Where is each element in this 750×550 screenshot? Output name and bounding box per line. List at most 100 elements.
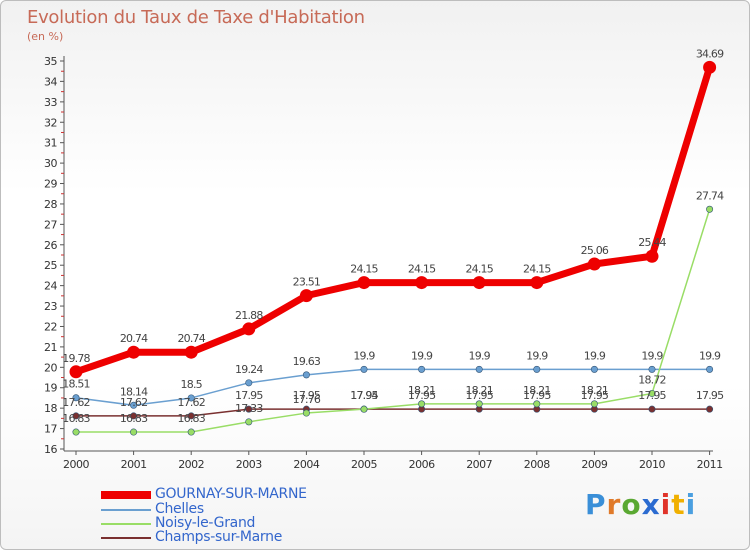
data-label: 17.33 bbox=[235, 402, 263, 415]
data-label: 17.95 bbox=[408, 389, 436, 402]
data-label: 19.9 bbox=[469, 349, 491, 362]
data-label: 17.62 bbox=[62, 396, 90, 409]
data-label: 18.21 bbox=[465, 384, 493, 397]
y-tick-label: 23 bbox=[44, 300, 57, 313]
data-point bbox=[242, 322, 256, 336]
data-point bbox=[360, 405, 368, 413]
legend-swatch bbox=[101, 537, 151, 539]
x-tick-label: 2010 bbox=[639, 458, 665, 471]
data-point bbox=[475, 365, 483, 373]
legend-label: Chelles bbox=[155, 501, 204, 517]
y-tick-label: 19 bbox=[44, 382, 57, 395]
y-tick-label: 16 bbox=[44, 443, 57, 456]
y-tick-label: 27 bbox=[44, 218, 57, 231]
data-point bbox=[72, 394, 80, 402]
data-label: 34.69 bbox=[696, 47, 724, 60]
y-tick-label: 33 bbox=[44, 96, 57, 109]
data-label: 24.15 bbox=[523, 263, 551, 276]
data-point bbox=[245, 405, 253, 413]
data-label: 18.72 bbox=[638, 373, 666, 386]
logo-letter: o bbox=[621, 488, 642, 521]
data-label: 27.74 bbox=[696, 189, 724, 202]
y-tick-label: 25 bbox=[44, 259, 57, 272]
data-point bbox=[530, 276, 544, 290]
data-point bbox=[590, 400, 598, 408]
x-tick-label: 2003 bbox=[236, 458, 262, 471]
data-label: 19.9 bbox=[584, 349, 606, 362]
data-point bbox=[648, 405, 656, 413]
data-point bbox=[645, 249, 659, 263]
y-tick-label: 34 bbox=[44, 75, 57, 88]
data-label: 17.95 bbox=[293, 389, 321, 402]
data-point bbox=[706, 365, 714, 373]
data-point bbox=[184, 345, 198, 359]
data-label: 20.74 bbox=[177, 332, 205, 345]
y-tick-label: 18 bbox=[44, 402, 57, 415]
logo-letter: x bbox=[641, 488, 661, 521]
data-label: 18.21 bbox=[523, 384, 551, 397]
chart-title: Evolution du Taux de Taxe d'Habitation bbox=[27, 7, 365, 28]
legend-swatch bbox=[101, 523, 151, 525]
data-point bbox=[187, 394, 195, 402]
data-label: 18.21 bbox=[408, 384, 436, 397]
y-tick-label: 29 bbox=[44, 178, 57, 191]
data-label: 24.15 bbox=[408, 263, 436, 276]
data-label: 17.94 bbox=[350, 389, 378, 402]
logo-letter: P bbox=[585, 488, 607, 521]
y-tick-label: 20 bbox=[44, 361, 57, 374]
data-point bbox=[130, 412, 138, 420]
y-tick-label: 30 bbox=[44, 157, 57, 170]
data-point bbox=[245, 379, 253, 387]
x-tick-label: 2006 bbox=[409, 458, 435, 471]
x-tick-label: 2000 bbox=[63, 458, 89, 471]
data-point bbox=[302, 409, 310, 417]
data-point bbox=[533, 400, 541, 408]
data-label: 25.06 bbox=[581, 244, 609, 257]
data-label: 19.9 bbox=[411, 349, 433, 362]
proxiti-logo: Proxiti bbox=[585, 488, 696, 521]
legend-label: Noisy-le-Grand bbox=[155, 515, 256, 531]
data-point bbox=[418, 365, 426, 373]
data-point bbox=[475, 400, 483, 408]
data-label: 17.76 bbox=[293, 393, 321, 406]
data-label: 18.51 bbox=[62, 378, 90, 391]
y-tick-label: 24 bbox=[44, 280, 57, 293]
y-tick-label: 32 bbox=[44, 116, 57, 129]
data-label: 24.15 bbox=[350, 263, 378, 276]
data-point bbox=[418, 400, 426, 408]
data-point bbox=[72, 428, 80, 436]
data-point bbox=[472, 276, 486, 290]
y-tick-label: 21 bbox=[44, 341, 57, 354]
series-line-3 bbox=[76, 408, 710, 417]
data-label: 17.62 bbox=[120, 396, 148, 409]
data-point bbox=[187, 412, 195, 420]
data-label: 21.88 bbox=[235, 309, 263, 322]
data-label: 19.63 bbox=[293, 355, 321, 368]
y-tick-label: 26 bbox=[44, 239, 57, 252]
data-label: 17.95 bbox=[696, 389, 724, 402]
y-tick-label: 22 bbox=[44, 320, 57, 333]
x-tick-label: 2009 bbox=[581, 458, 607, 471]
data-label: 19.9 bbox=[699, 349, 721, 362]
data-label: 17.95 bbox=[523, 389, 551, 402]
data-label: 19.9 bbox=[353, 349, 375, 362]
x-tick-label: 2002 bbox=[178, 458, 204, 471]
legend-swatch bbox=[101, 509, 151, 511]
data-point bbox=[706, 205, 714, 213]
x-tick-label: 2008 bbox=[524, 458, 550, 471]
x-tick-label: 2005 bbox=[351, 458, 377, 471]
data-label: 18.14 bbox=[120, 385, 148, 398]
data-label: 16.83 bbox=[62, 412, 90, 425]
logo-letter: i bbox=[685, 488, 697, 521]
data-point bbox=[130, 428, 138, 436]
data-point bbox=[587, 257, 601, 271]
data-point bbox=[415, 276, 429, 290]
x-tick-label: 2004 bbox=[293, 458, 319, 471]
logo-letter: r bbox=[606, 488, 622, 521]
series-line-1 bbox=[75, 368, 710, 407]
data-label: 16.83 bbox=[120, 412, 148, 425]
series-line-0 bbox=[74, 66, 713, 376]
data-label: 25.44 bbox=[638, 236, 666, 249]
data-point bbox=[533, 365, 541, 373]
